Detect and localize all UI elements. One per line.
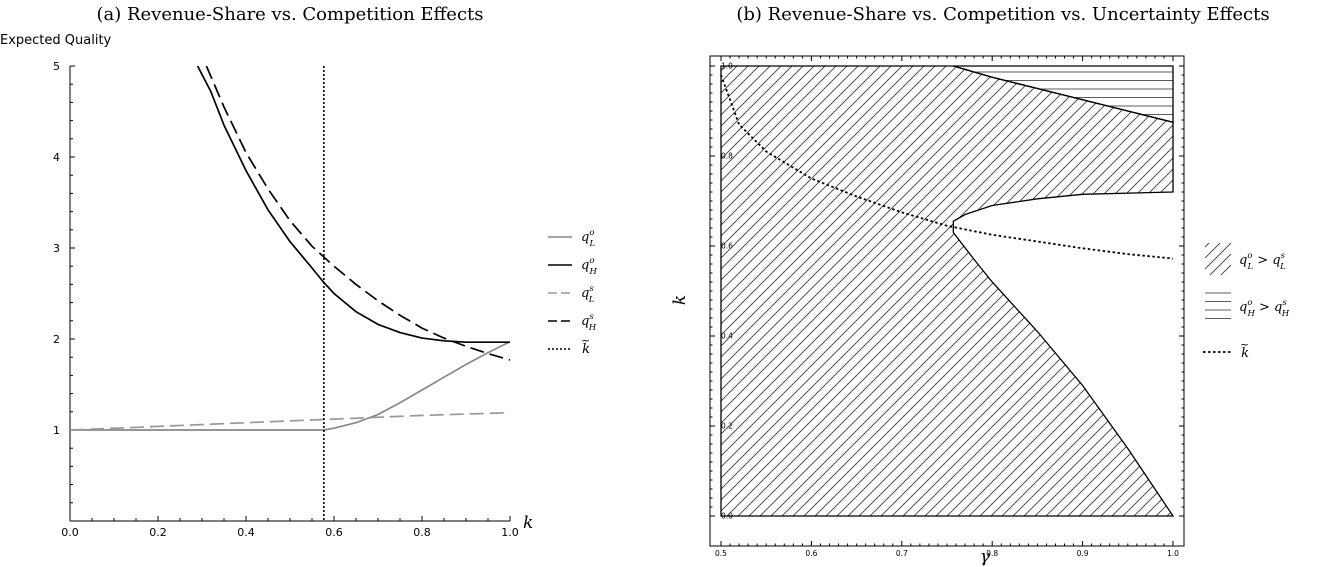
panel-a-legend: qo L qo H qs L qs Hk~ — [548, 228, 597, 357]
curve-k-tilde — [720, 74, 1174, 260]
legend-label: k~ — [581, 334, 590, 357]
legend-label: qo H — [581, 256, 597, 277]
panel-a-title: (a) Revenue-Share vs. Competition Effect… — [96, 4, 483, 25]
series-line-qlo — [70, 340, 510, 431]
x-tick-label: 0.5 — [715, 549, 727, 558]
x-tick-label: 0.4 — [237, 526, 255, 539]
region-qL — [720, 65, 1175, 517]
x-tick-label: 0.6 — [325, 526, 343, 539]
x-tick-label: 1.0 — [501, 526, 519, 539]
legend-label: qs H — [581, 312, 597, 333]
legend-label: qo L — [581, 228, 595, 249]
series-line-qho — [196, 66, 510, 344]
x-tick-label: 0.2 — [149, 526, 167, 539]
panel-a-xlabel: k — [523, 513, 533, 533]
legend-swatch — [1205, 243, 1231, 275]
y-tick-label: 1 — [53, 424, 60, 437]
panel-b-xlabel: γ — [980, 547, 991, 567]
panel-b-legend: qo L > qs L qo H > qs H k~ — [1203, 243, 1290, 361]
panel-b-ylabel: k — [670, 295, 690, 305]
x-tick-label: 1.0 — [1167, 549, 1179, 558]
legend-label: qo H > qs H — [1239, 298, 1290, 319]
x-tick-label: 0.0 — [61, 526, 79, 539]
x-tick-label: 0.7 — [896, 549, 908, 558]
panel-a: 0.0 0.2 0.4 0.6 0.8 1.0 1 2 3 4 5 — [53, 60, 519, 539]
legend-label: k~ — [1240, 338, 1249, 361]
x-tick-label: 0.8 — [413, 526, 431, 539]
legend-label: qo L > qs L — [1239, 251, 1286, 272]
legend-label: qs L — [581, 284, 595, 305]
y-tick-label: 2 — [53, 333, 60, 346]
panel-b: 0.50.60.70.80.91.00.00.20.40.60.81.0 — [709, 55, 1185, 558]
x-tick-label: 0.8 — [986, 549, 998, 558]
y-tick-label: 5 — [53, 60, 60, 73]
y-tick-label: 3 — [53, 242, 60, 255]
region-qH — [953, 65, 1174, 124]
panel-a-ylabel: Expected Quality — [0, 33, 112, 48]
panel-b-title: (b) Revenue-Share vs. Competition vs. Un… — [736, 4, 1269, 25]
legend-swatch — [1205, 290, 1231, 322]
series-line-qls — [70, 411, 510, 431]
y-tick-label: 4 — [53, 151, 60, 164]
x-tick-label: 0.6 — [805, 549, 817, 558]
series-line-qhs — [205, 66, 510, 361]
x-tick-label: 0.9 — [1077, 549, 1089, 558]
